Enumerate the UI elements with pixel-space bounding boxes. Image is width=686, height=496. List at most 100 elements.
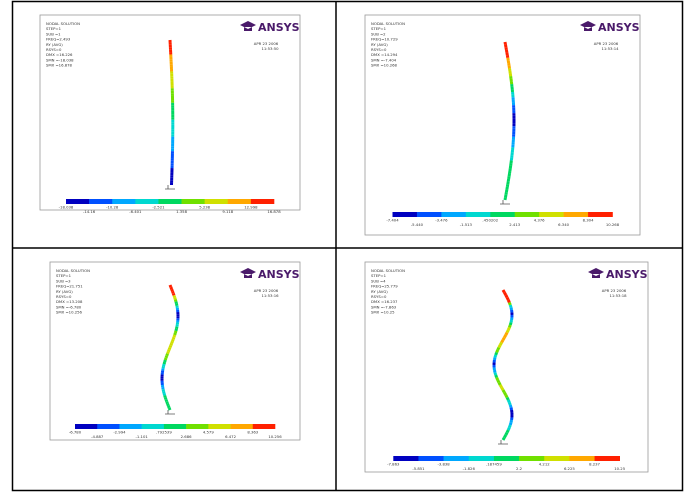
beam-segment [508,300,509,303]
beam-segment [164,364,165,366]
beam-segment [509,425,510,428]
legend-swatch [569,456,594,461]
beam-segment [511,408,512,411]
beam-segment [506,295,507,298]
beam-segment [176,302,177,304]
legend-swatch [417,212,442,217]
beam-segment [508,328,509,331]
legend-swatch [228,199,251,204]
info-line: SMX =10.268 [371,63,398,68]
legend-swatch [231,424,254,429]
beam-segment [506,395,507,398]
beam-segment [172,341,173,343]
beam-segment [167,354,168,356]
legend-label: 6.340 [558,222,569,227]
beam-segment [176,329,177,331]
legend-label: -14.16 [83,209,96,214]
legend-label: -1.101 [136,434,149,439]
legend-swatch [251,199,274,204]
legend-label: 2.413 [509,222,520,227]
legend-swatch [393,212,418,217]
beam-segment [169,348,170,350]
legend-label: 4.579 [203,430,214,435]
beam-segment [174,335,175,337]
legend-swatch [544,456,569,461]
beam-segment [509,303,510,306]
beam-segment [511,320,512,323]
legend-swatch [142,424,165,429]
beam-segment [506,333,507,336]
beam-segment [510,305,511,308]
beam-segment [164,391,165,393]
beam-segment [175,300,176,302]
beam-segment [170,285,171,287]
legend-label: 4.376 [534,218,545,223]
beam-segment [500,343,501,346]
legend-label: -4.887 [91,434,104,439]
beam-segment [164,362,165,364]
beam-segment [511,308,512,311]
beam-segment [171,287,172,289]
legend-label: 2.2 [516,466,523,471]
legend-label: 4.212 [539,462,550,467]
beam-segment [175,333,176,335]
beam-segment [171,343,172,345]
legend-label: -6.780 [69,430,82,435]
beam-segment [165,398,166,400]
legend-label: 8.304 [583,218,594,223]
beam-segment [165,395,166,397]
beam-segment [509,325,510,328]
legend-swatch [564,212,589,217]
legend-label: 6.472 [225,434,236,439]
beam-segment [174,295,175,297]
beam-segment [165,360,166,362]
beam-segment [504,393,505,396]
beam-segment [168,404,169,406]
legend-swatch [519,456,544,461]
screenshot: NODAL SOLUTIONSTEP=1SUB =1FREQ=2.493RY (… [0,0,686,492]
legend-label: -10.28 [106,205,119,210]
time: 11:53:16 [261,293,279,298]
legend-label: 8.237 [589,462,600,467]
beam-segment [498,348,499,351]
beam-segment [503,438,504,441]
legend-swatch [182,199,205,204]
beam-segment [168,352,169,354]
beam-segment [175,298,176,300]
legend-label: 16.878 [267,209,281,214]
beam-segment [499,345,500,348]
legend-label: -3.476 [435,218,448,223]
legend-label: 1.358 [176,209,187,214]
legend-swatch [119,424,142,429]
beam-segment [509,403,510,406]
legend-label: -7.863 [387,462,400,467]
legend-swatch [393,456,418,461]
legend-swatch [490,212,515,217]
legend-label: .792539 [156,430,172,435]
beam-segment [508,428,509,431]
beam-segment [494,370,495,373]
time: 11:53:50 [261,46,279,51]
beam-segment [507,298,508,301]
logo: ANSYS [598,21,640,34]
beam-segment [172,289,173,291]
legend-label: -6.401 [129,209,142,214]
legend-label: 5.238 [199,205,210,210]
legend-label: .450202 [482,218,498,223]
info-line: SMX =10.25 [371,310,395,315]
beam-segment [175,331,176,333]
window-frame [365,15,640,235]
beam-segment [496,375,497,378]
beam-segment [507,430,508,433]
legend-label: 9.118 [222,209,233,214]
legend-label: 10.256 [268,434,282,439]
beam-segment [170,345,171,347]
legend-swatch [418,456,443,461]
logo: ANSYS [606,268,648,281]
legend-label: 10.268 [606,222,620,227]
legend-swatch [469,456,494,461]
beam-segment [508,400,509,403]
legend-swatch [441,212,466,217]
legend-label: 2.686 [181,434,192,439]
legend-label: 6.225 [564,466,575,471]
